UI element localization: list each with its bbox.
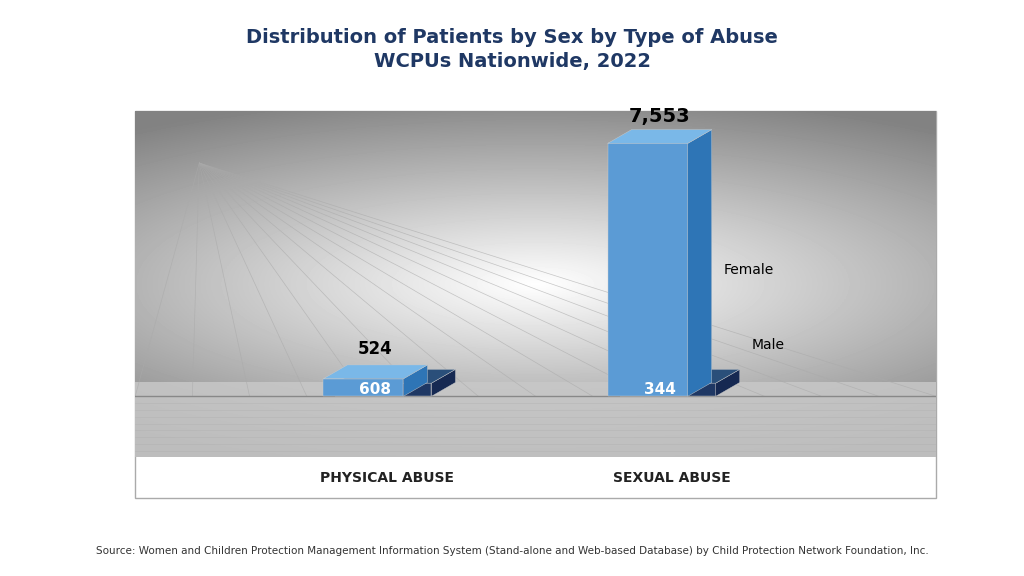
Polygon shape [336,383,431,396]
Polygon shape [607,130,712,143]
Text: Male: Male [752,338,784,352]
Polygon shape [403,365,427,396]
Text: Distribution of Patients by Sex by Type of Abuse: Distribution of Patients by Sex by Type … [246,28,778,47]
Text: WCPUs Nationwide, 2022: WCPUs Nationwide, 2022 [374,52,650,71]
Text: Source: Women and Children Protection Management Information System (Stand-alone: Source: Women and Children Protection Ma… [95,546,929,556]
Text: 608: 608 [359,382,391,397]
Text: SEXUAL ABUSE: SEXUAL ABUSE [612,471,730,484]
Polygon shape [607,143,688,396]
Text: PHYSICAL ABUSE: PHYSICAL ABUSE [321,471,455,484]
Text: 344: 344 [644,382,676,397]
Polygon shape [324,365,427,379]
Polygon shape [135,382,936,457]
Polygon shape [431,369,456,396]
Polygon shape [324,379,403,396]
Polygon shape [716,369,739,396]
Text: Female: Female [724,263,774,277]
Text: 7,553: 7,553 [629,107,690,126]
Polygon shape [620,383,716,396]
Polygon shape [620,369,739,383]
Polygon shape [688,130,712,396]
Text: 524: 524 [358,340,393,358]
Polygon shape [336,369,456,383]
